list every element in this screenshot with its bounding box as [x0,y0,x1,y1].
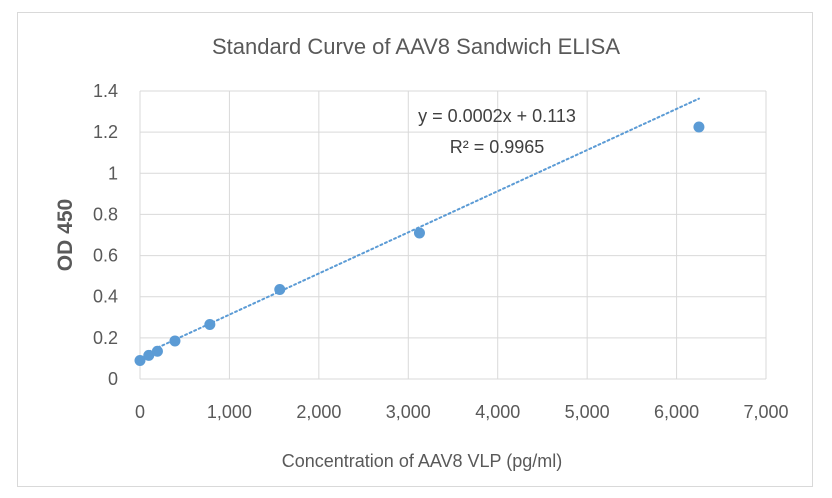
trendline-group [147,97,700,353]
x-tick-label: 2,000 [296,402,341,422]
x-tick-label: 3,000 [386,402,431,422]
data-point [204,318,216,330]
y-tick-labels: 0 0.2 0.4 0.6 0.8 1 1.2 1.4 [93,81,118,389]
y-tick-label: 0.4 [93,287,118,307]
chart-title: Standard Curve of AAV8 Sandwich ELISA [212,34,620,59]
data-point [413,227,425,239]
x-tick-label: 1,000 [207,402,252,422]
y-tick-label: 0 [108,369,118,389]
data-point [151,345,163,357]
x-tick-label: 4,000 [475,402,520,422]
y-tick-label: 0.8 [93,204,118,224]
x-tick-label: 7,000 [743,402,788,422]
x-tick-labels: 0 1,000 2,000 3,000 4,000 5,000 6,000 7,000 [135,402,789,422]
trendline [147,97,700,353]
x-tick-label: 0 [135,402,145,422]
data-points [134,121,705,366]
data-point [169,335,181,347]
x-tick-label: 5,000 [565,402,610,422]
y-tick-label: 1 [108,163,118,183]
y-tick-label: 0.6 [93,246,118,266]
data-point [693,121,705,133]
trendline-equation: y = 0.0002x + 0.113 [418,106,576,126]
x-axis-label: Concentration of AAV8 VLP (pg/ml) [282,451,563,471]
gridlines [139,90,767,380]
data-point [274,284,286,296]
y-axis-label: OD 450 [54,199,77,271]
r-squared-label: R² = 0.9965 [450,137,545,157]
y-tick-label: 1.2 [93,122,118,142]
data-point [143,349,155,361]
x-tick-label: 6,000 [654,402,699,422]
y-tick-label: 1.4 [93,81,118,101]
y-tick-label: 0.2 [93,328,118,348]
data-point [134,354,146,366]
